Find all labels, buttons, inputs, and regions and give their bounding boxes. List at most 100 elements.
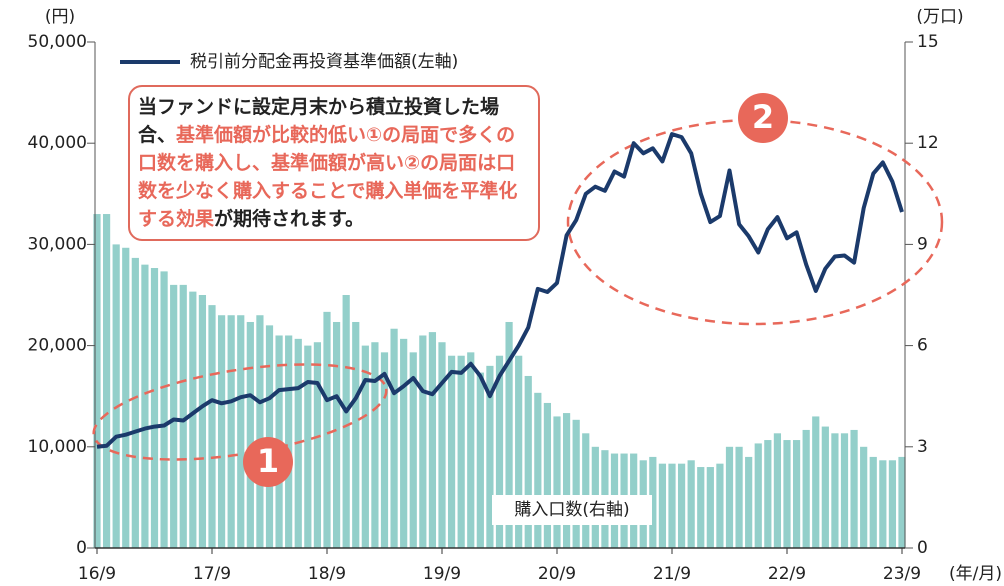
bar [840,433,849,548]
bar [764,440,772,548]
bar [179,284,187,548]
y-tick-label: 40,000 [28,133,87,153]
y2-tick-label: 3 [917,437,928,457]
bar [198,295,207,548]
marker-circle [738,93,788,143]
bar [821,426,829,548]
bar [141,264,149,548]
bar [428,332,437,548]
bar [745,456,753,548]
bar [879,460,887,548]
bar [582,433,590,548]
bar [131,257,139,548]
legend-label: 税引前分配金再投資基準価額(左軸) [190,52,458,72]
y-tick-label: 10,000 [28,437,87,457]
bar [380,352,389,548]
highlight-ellipse [566,118,944,326]
bar [783,440,791,548]
bar [208,305,216,548]
bar [802,429,810,548]
line [96,132,904,449]
y-tick-label: 20,000 [28,336,87,356]
bar [716,463,724,548]
bar [812,416,820,548]
y-unit: (円) [45,7,75,27]
bar [515,355,523,548]
bar [524,375,532,548]
y-tick-label: 30,000 [28,234,87,254]
bar [419,335,427,548]
bar [697,467,705,548]
y-tick-label: 50,000 [28,32,87,52]
x-tick-label: 18/9 [308,564,346,584]
bar [313,342,322,548]
bar [400,338,408,548]
bar [93,214,101,549]
bar [361,345,369,548]
callout-text: が期待されます。 [214,208,365,230]
bar [668,463,676,548]
bar [371,342,379,548]
bar [831,433,839,548]
marker-circle [243,437,293,487]
y2-unit: (万口) [916,7,963,27]
x-tick-label: 20/9 [538,564,576,584]
x-tick-label: 23/9 [883,564,921,584]
bar [754,443,762,548]
callout: 当ファンドに設定月末から積立投資した場合、基準価額が比較的低い①の局面で多くの口… [128,85,540,241]
marker-label: 2 [752,98,774,136]
bar [122,247,130,549]
marker-label: 1 [257,442,279,480]
bar [352,321,360,548]
bar [706,467,714,548]
bar [792,440,801,548]
bar [543,402,552,548]
bar [265,325,274,548]
bar [495,355,504,548]
bar [649,456,657,548]
y2-tick-label: 0 [917,538,928,558]
bar [160,271,168,548]
bar [898,456,906,548]
bar [332,321,341,548]
bar [725,446,734,548]
callout-text: 当ファンドに設定月末から積立投資した場合、 [138,96,500,146]
bar [553,416,561,548]
bar [256,315,264,548]
bar [102,214,111,549]
bar [390,328,398,548]
bar [285,335,293,548]
x-tick-label: 16/9 [78,564,116,584]
bar [150,268,159,548]
bar [562,413,571,548]
bar [323,311,331,548]
y2-tick-label: 15 [917,32,939,52]
bar [773,433,782,548]
bar [486,365,494,548]
bar [189,291,197,548]
bar [869,456,877,548]
bar [304,345,312,548]
bar [409,352,417,548]
bar [170,284,178,548]
bar [677,463,686,548]
callout-highlight: 基準価額が比較的低い①の局面で多くの口数を購入し、基準価額が高い②の局面は口数を… [138,124,518,230]
bar [457,355,465,548]
bar [860,446,868,548]
bar-label-bg [492,495,652,525]
bar [246,321,254,548]
bar [342,295,350,548]
bar-series-label: 購入口数(右軸) [514,500,629,520]
bar [237,315,245,548]
bar [217,315,226,548]
y2-tick-label: 6 [917,336,928,356]
x-unit: (年/月) [949,564,1002,584]
bar [572,419,580,548]
bar [476,372,484,548]
bar [534,392,542,548]
bar [850,429,858,548]
y2-tick-label: 9 [917,234,928,254]
bar [438,342,446,548]
